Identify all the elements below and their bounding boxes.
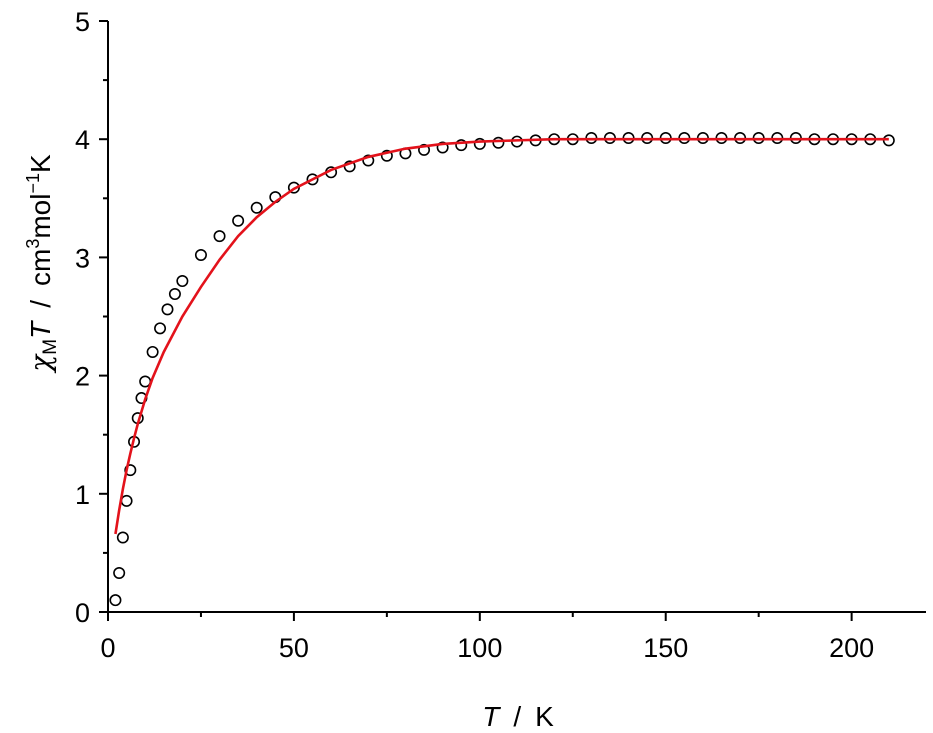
y-tick-labels: 0 1 2 3 4 5 xyxy=(75,7,90,628)
fit-line xyxy=(114,137,889,535)
data-points xyxy=(109,132,895,607)
data-point xyxy=(232,214,245,227)
data-point xyxy=(116,531,129,544)
data-point xyxy=(287,181,300,194)
y-tick-label: 4 xyxy=(75,125,90,155)
data-point xyxy=(492,136,505,149)
x-tick-label: 100 xyxy=(457,633,502,663)
data-point xyxy=(362,154,375,167)
data-point xyxy=(213,230,226,243)
data-point xyxy=(194,249,207,262)
data-point xyxy=(436,141,449,154)
axis-ticks xyxy=(99,20,853,621)
x-tick-label: 0 xyxy=(100,633,115,663)
y-axis-title: χMT/cm3mol−1K xyxy=(23,154,61,374)
x-tick-label: 150 xyxy=(643,633,688,663)
data-point xyxy=(306,173,319,186)
data-point xyxy=(168,288,181,301)
data-point xyxy=(473,137,486,150)
data-point xyxy=(418,143,431,156)
y-tick-label: 2 xyxy=(75,362,90,392)
data-point xyxy=(250,201,263,214)
data-point xyxy=(120,494,133,507)
x-tick-labels: 0 50 100 150 200 xyxy=(100,633,874,663)
data-point xyxy=(124,464,137,477)
y-tick-label: 0 xyxy=(75,598,90,628)
x-tick-label: 50 xyxy=(279,633,309,663)
x-axis-title: T / K xyxy=(482,701,554,732)
data-point xyxy=(455,139,468,152)
y-tick-label: 3 xyxy=(75,243,90,273)
data-point xyxy=(161,303,174,316)
data-point xyxy=(154,322,167,335)
y-tick-label: 5 xyxy=(75,7,90,37)
data-point xyxy=(380,149,393,162)
data-point xyxy=(109,594,122,607)
data-point xyxy=(113,566,126,579)
data-point xyxy=(176,275,189,288)
y-tick-label: 1 xyxy=(75,480,90,510)
x-tick-label: 200 xyxy=(829,633,874,663)
data-point xyxy=(146,345,159,358)
